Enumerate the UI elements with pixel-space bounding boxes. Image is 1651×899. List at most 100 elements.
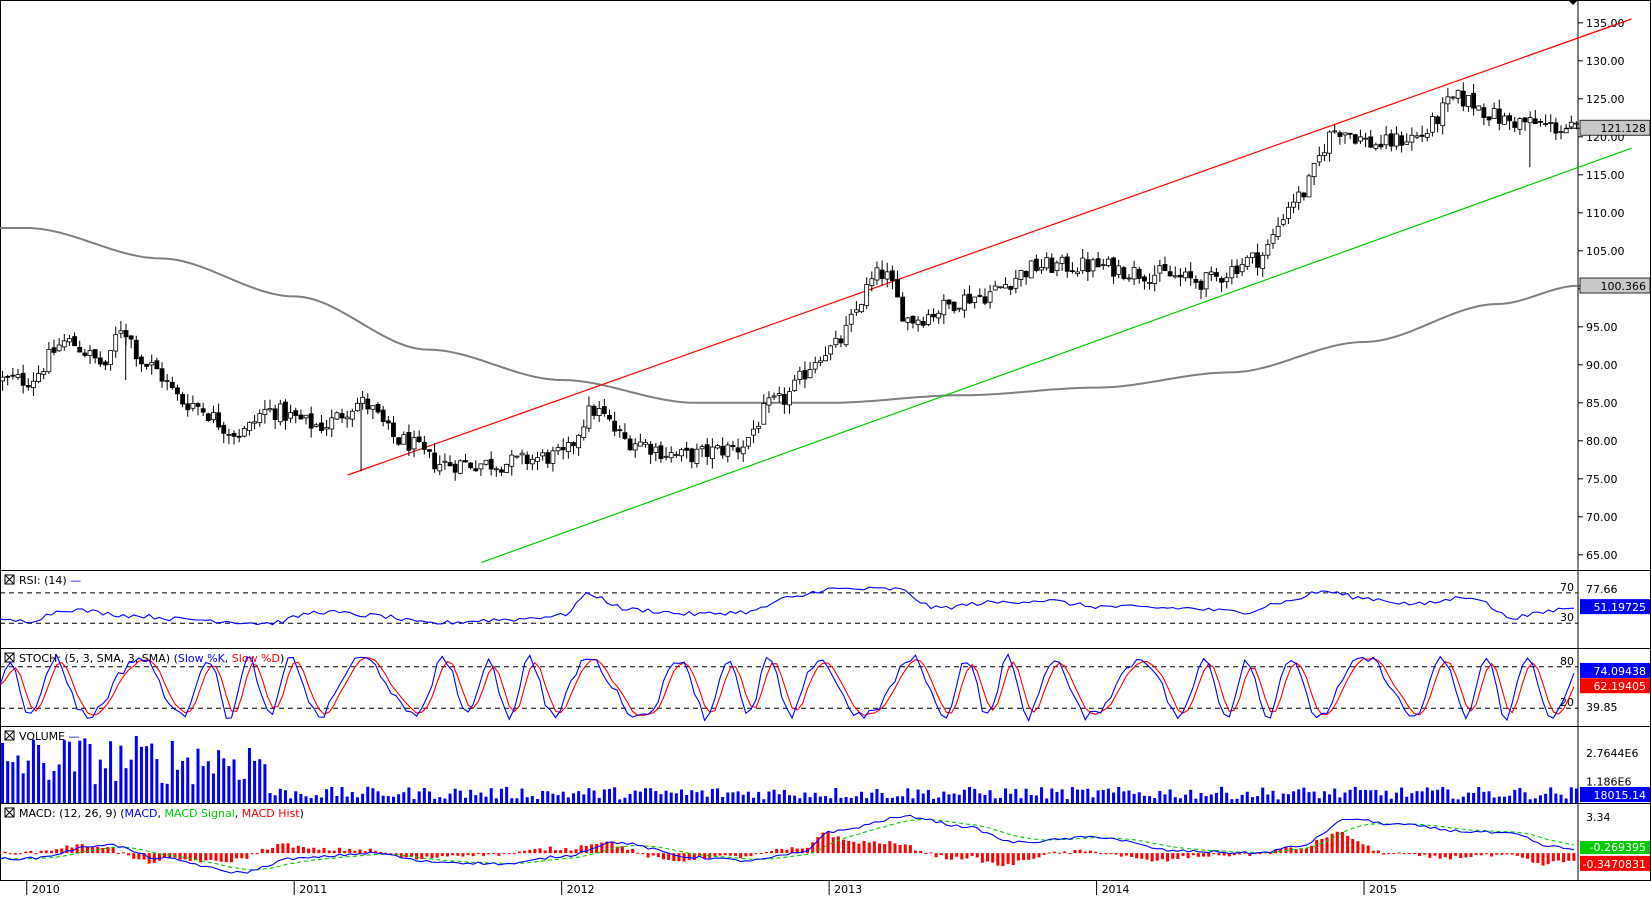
candle — [82, 348, 88, 358]
volume-bar — [355, 797, 359, 803]
volume-bar — [993, 798, 997, 803]
candle — [1394, 126, 1399, 150]
volume-bar — [1168, 789, 1172, 803]
candle — [1553, 117, 1559, 141]
candle — [1111, 256, 1116, 284]
candle — [1481, 103, 1487, 126]
candle-body — [766, 397, 772, 406]
candle-body — [118, 330, 124, 334]
candle-body — [910, 315, 916, 324]
candle — [853, 301, 859, 316]
macd-hist-bar — [1099, 853, 1103, 855]
candle — [257, 409, 263, 427]
candle-body — [385, 420, 391, 424]
macd-hist-bar — [631, 848, 635, 854]
candle — [740, 440, 746, 462]
volume-bar — [1451, 798, 1455, 803]
candle — [51, 339, 57, 356]
volume-bar — [47, 779, 51, 803]
year-label: 2011 — [299, 883, 327, 895]
candle — [565, 436, 571, 459]
price-panel: 135.00130.00125.00120.00115.00110.00105.… — [0, 0, 1651, 563]
candle-body — [421, 441, 427, 450]
volume-bar — [1024, 788, 1028, 803]
candle — [745, 436, 751, 450]
macd-hist-bar — [101, 848, 105, 854]
volume-bar — [571, 793, 575, 803]
volume-bar — [952, 793, 956, 803]
candle-body — [493, 468, 499, 471]
volume-bar — [911, 798, 915, 803]
candle — [1548, 114, 1554, 133]
candle-body — [509, 454, 515, 467]
volume-bar — [957, 794, 961, 803]
macd-hist-bar — [404, 853, 408, 858]
volume-bar — [690, 790, 694, 803]
price-tick-label: 115.00 — [1586, 169, 1625, 182]
candle-body — [1383, 134, 1389, 146]
volume-bar — [1358, 790, 1362, 803]
candle-body — [627, 438, 633, 451]
volume-bar — [309, 798, 313, 803]
macd-hist-bar — [1361, 844, 1365, 854]
volume-bar — [474, 795, 478, 803]
candle-body — [925, 314, 931, 325]
volume-bar — [839, 797, 843, 803]
candle-body — [1568, 121, 1574, 128]
candle-body — [941, 299, 947, 316]
candle — [303, 414, 309, 425]
macd-hist-bar — [301, 847, 305, 854]
macd-hist-bar — [1042, 853, 1046, 855]
candle — [288, 404, 294, 423]
candle — [277, 399, 283, 426]
macd-hist-bar — [1022, 853, 1026, 860]
candle — [1234, 259, 1240, 278]
candle-body — [329, 417, 335, 430]
candle — [0, 370, 5, 391]
macd-hist-bar — [312, 847, 316, 854]
candle-body — [1373, 144, 1379, 149]
candle-body — [1193, 278, 1199, 283]
candle-body — [360, 396, 366, 405]
macd-hist-bar — [132, 853, 136, 859]
volume-bar — [1544, 793, 1548, 803]
macd-hist-bar — [821, 832, 825, 854]
volume-bar — [160, 782, 164, 803]
volume-bar — [885, 798, 889, 803]
candle — [895, 270, 900, 298]
candle-body — [956, 307, 962, 310]
candle — [941, 294, 947, 325]
candle-body — [1476, 105, 1482, 111]
volume-bar — [1338, 797, 1342, 803]
volume-bar — [746, 791, 750, 803]
candle — [154, 357, 160, 370]
volume-bar — [253, 760, 257, 803]
candle-body — [1023, 270, 1029, 278]
macd-hist-bar — [744, 853, 748, 857]
candle-body — [391, 422, 396, 437]
candle-body — [1039, 267, 1044, 271]
candle — [1064, 253, 1070, 278]
candle-body — [1260, 254, 1266, 269]
candle-body — [853, 309, 859, 313]
candle — [463, 453, 468, 463]
macd-hist-bar — [1124, 853, 1128, 856]
volume-bar — [623, 797, 627, 803]
candle-body — [216, 412, 221, 428]
candle — [571, 441, 576, 455]
candle — [1265, 239, 1271, 260]
volume-bar — [31, 739, 35, 803]
candle-body — [565, 442, 571, 452]
year-label: 2012 — [567, 883, 595, 895]
candle-body — [1481, 107, 1487, 118]
lower-channel-line — [481, 147, 1632, 563]
candle — [920, 316, 926, 328]
candle-body — [1517, 118, 1523, 130]
macd-hist-bar — [944, 853, 948, 860]
macd-hist-bar — [950, 853, 954, 860]
candle-body — [10, 374, 16, 377]
candle — [97, 351, 103, 367]
candle-body — [673, 454, 679, 456]
candle — [159, 362, 165, 388]
